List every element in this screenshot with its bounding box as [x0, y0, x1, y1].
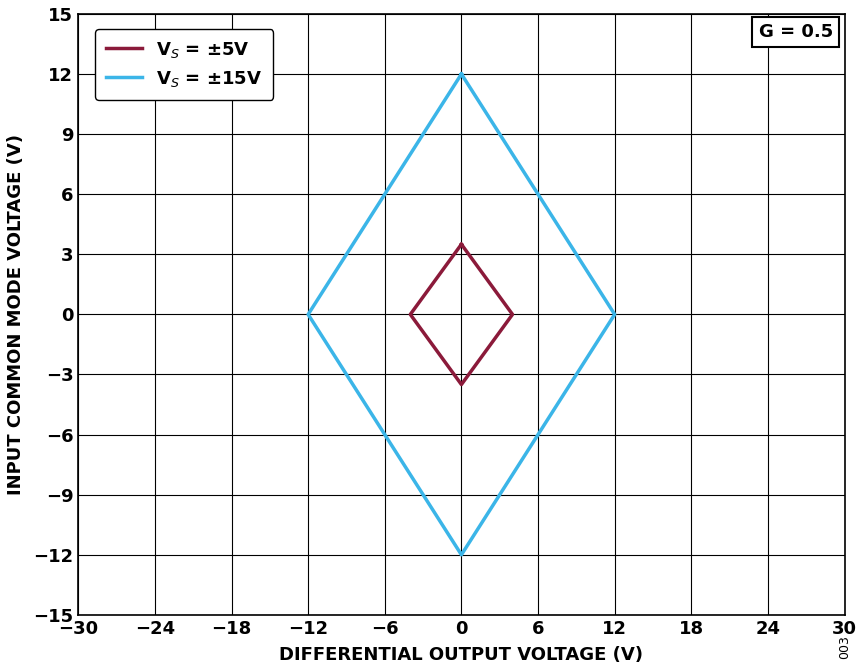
- X-axis label: DIFFERENTIAL OUTPUT VOLTAGE (V): DIFFERENTIAL OUTPUT VOLTAGE (V): [279, 646, 644, 664]
- Y-axis label: INPUT COMMON MODE VOLTAGE (V): INPUT COMMON MODE VOLTAGE (V): [7, 134, 25, 495]
- Legend: V$_S$ = ±5V, V$_S$ = ±15V: V$_S$ = ±5V, V$_S$ = ±15V: [95, 29, 273, 100]
- Text: 003: 003: [838, 635, 851, 659]
- Text: G = 0.5: G = 0.5: [759, 23, 833, 41]
